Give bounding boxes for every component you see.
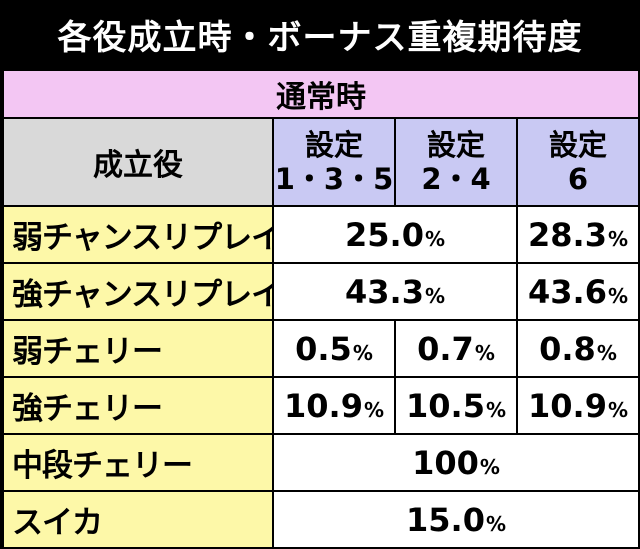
- value-number: 43.6: [528, 272, 607, 311]
- value-number: 0.5: [295, 329, 352, 368]
- table-row: スイカ 15.0%: [2, 490, 640, 549]
- value-cell: 28.3%: [516, 205, 640, 264]
- value-number: 10.9: [284, 386, 363, 425]
- value-unit: %: [607, 226, 628, 251]
- value-cell: 10.5%: [394, 376, 518, 435]
- table-row: 弱チャンスリプレイ 25.0% 28.3%: [2, 205, 640, 264]
- value-unit: %: [474, 340, 495, 365]
- value-number: 100: [412, 443, 479, 482]
- value-unit: %: [479, 454, 500, 479]
- value-unit: %: [596, 340, 617, 365]
- value-number: 0.8: [539, 329, 596, 368]
- value-unit: %: [485, 397, 506, 422]
- value-number: 0.7: [417, 329, 474, 368]
- value-unit: %: [424, 283, 445, 308]
- role-name: 強チェリー: [2, 376, 274, 435]
- condition-header: 通常時: [2, 69, 640, 119]
- setting-header-label: 設定: [548, 128, 607, 162]
- setting-header-values: 6: [567, 162, 589, 196]
- value-unit: %: [485, 511, 506, 536]
- setting-header-2: 設定 2・4: [394, 117, 518, 207]
- setting-header-values: 1・3・5: [274, 162, 394, 196]
- setting-header-1: 設定 1・3・5: [272, 117, 396, 207]
- value-cell: 0.5%: [272, 319, 396, 378]
- value-cell: 100%: [272, 433, 640, 492]
- role-name: 弱チャンスリプレイ: [2, 205, 274, 264]
- table-row: 中段チェリー 100%: [2, 433, 640, 492]
- value-cell: 25.0%: [272, 205, 518, 264]
- page-title: 各役成立時・ボーナス重複期待度: [0, 0, 640, 68]
- role-name: スイカ: [2, 490, 274, 549]
- value-number: 43.3: [345, 272, 424, 311]
- table-row: 強チャンスリプレイ 43.3% 43.6%: [2, 262, 640, 321]
- setting-header-label: 設定: [304, 128, 363, 162]
- value-cell: 0.7%: [394, 319, 518, 378]
- setting-header-3: 設定 6: [516, 117, 640, 207]
- value-cell: 43.3%: [272, 262, 518, 321]
- role-name: 強チャンスリプレイ: [2, 262, 274, 321]
- value-number: 25.0: [345, 215, 424, 254]
- table-row: 強チェリー 10.9% 10.5% 10.9%: [2, 376, 640, 435]
- value-unit: %: [363, 397, 384, 422]
- role-column-header: 成立役: [2, 117, 274, 207]
- table-row: 弱チェリー 0.5% 0.7% 0.8%: [2, 319, 640, 378]
- value-cell: 0.8%: [516, 319, 640, 378]
- value-number: 28.3: [528, 215, 607, 254]
- value-number: 15.0: [406, 500, 485, 539]
- value-cell: 43.6%: [516, 262, 640, 321]
- setting-header-label: 設定: [426, 128, 485, 162]
- value-unit: %: [607, 283, 628, 308]
- value-unit: %: [352, 340, 373, 365]
- value-unit: %: [607, 397, 628, 422]
- value-number: 10.5: [406, 386, 485, 425]
- value-cell: 10.9%: [272, 376, 396, 435]
- role-name: 中段チェリー: [2, 433, 274, 492]
- bonus-expectation-table: 通常時 成立役 設定 1・3・5 設定 2・4 設定 6 弱チャンスリプレイ 2…: [2, 69, 640, 549]
- value-cell: 10.9%: [516, 376, 640, 435]
- value-unit: %: [424, 226, 445, 251]
- value-cell: 15.0%: [272, 490, 640, 549]
- value-number: 10.9: [528, 386, 607, 425]
- role-name: 弱チェリー: [2, 319, 274, 378]
- setting-header-values: 2・4: [421, 162, 491, 196]
